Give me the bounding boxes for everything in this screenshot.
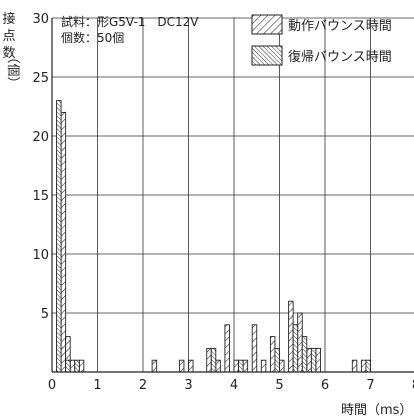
y-tick-label-5: 5 (41, 307, 49, 322)
bar-release-4 (238, 359, 244, 373)
bar-operate-6 (188, 359, 194, 373)
x-tick-label-1: 1 (93, 378, 101, 393)
bar-operate-20 (351, 359, 358, 373)
y-axis-label-char-3: 数 (2, 46, 15, 61)
axes: 0 1 2 3 4 5 6 7 8 5 10 15 20 25 30 (32, 12, 414, 393)
bar-release-7 (301, 336, 308, 373)
bar-operate-2 (69, 359, 76, 373)
bar-operate-8 (215, 359, 221, 373)
legend-swatch-operate (251, 14, 283, 35)
y-tick-label-15: 15 (32, 189, 49, 204)
bar-operate-14 (269, 336, 276, 373)
y-tick-label-30: 30 (32, 12, 49, 27)
x-tick-label-3: 3 (184, 378, 192, 393)
x-tick-label-5: 5 (275, 378, 283, 393)
y-tick-label-10: 10 (32, 248, 49, 263)
x-tick-label-8: 8 (412, 378, 414, 393)
bar-operate-0 (60, 111, 67, 373)
legend: 動作バウンス時間 復帰バウンス時間 (251, 14, 392, 66)
bar-operate-3 (78, 359, 85, 373)
legend-label-operate: 動作バウンス時間 (288, 19, 392, 34)
sample-info-line-1: 試料：形G5V-1 DC12V (61, 14, 199, 29)
bar-operate-19 (315, 347, 321, 373)
legend-swatch-release (251, 45, 283, 66)
x-axis-label: 時間（ms） (341, 403, 412, 418)
bar-operate-9 (224, 324, 230, 373)
bar-release-6 (292, 324, 299, 373)
bar-release-1 (65, 359, 71, 373)
bar-operate-12 (251, 324, 258, 373)
x-tick-label-0: 0 (48, 378, 56, 393)
bar-operate-11 (242, 359, 249, 373)
y-axis-label-unit: （個） (5, 50, 20, 89)
bar-operate-7 (206, 347, 212, 373)
bar-release-2 (74, 359, 80, 373)
y-axis-label-char-2: 点 (2, 29, 15, 44)
bar-operate-5 (178, 359, 185, 373)
bar-operate-21 (360, 359, 367, 373)
bars (56, 100, 371, 373)
x-tick-label-4: 4 (230, 378, 238, 393)
x-tick-label-2: 2 (139, 378, 147, 393)
x-tick-label-6: 6 (321, 378, 329, 393)
y-axis-label-char-1: 接 (2, 11, 15, 27)
y-tick-label-20: 20 (32, 130, 49, 145)
y-tick-label-25: 25 (32, 71, 49, 86)
bar-release-3 (210, 347, 217, 373)
bar-operate-13 (260, 359, 267, 373)
sample-info-line-2: 個数：50個 (61, 30, 124, 45)
bar-operate-18 (306, 347, 312, 373)
bar-operate-16 (288, 300, 294, 373)
bar-release-9 (365, 359, 371, 373)
bar-release-8 (310, 347, 317, 373)
x-tick-label-7: 7 (366, 378, 374, 393)
bar-release-5 (274, 347, 280, 373)
bar-release-0 (56, 100, 62, 373)
bar-operate-17 (297, 312, 303, 373)
bar-operate-4 (151, 359, 158, 373)
legend-label-release: 復帰バウンス時間 (288, 49, 392, 65)
grid (52, 17, 414, 372)
bar-operate-10 (233, 359, 239, 373)
bar-operate-15 (279, 359, 285, 373)
